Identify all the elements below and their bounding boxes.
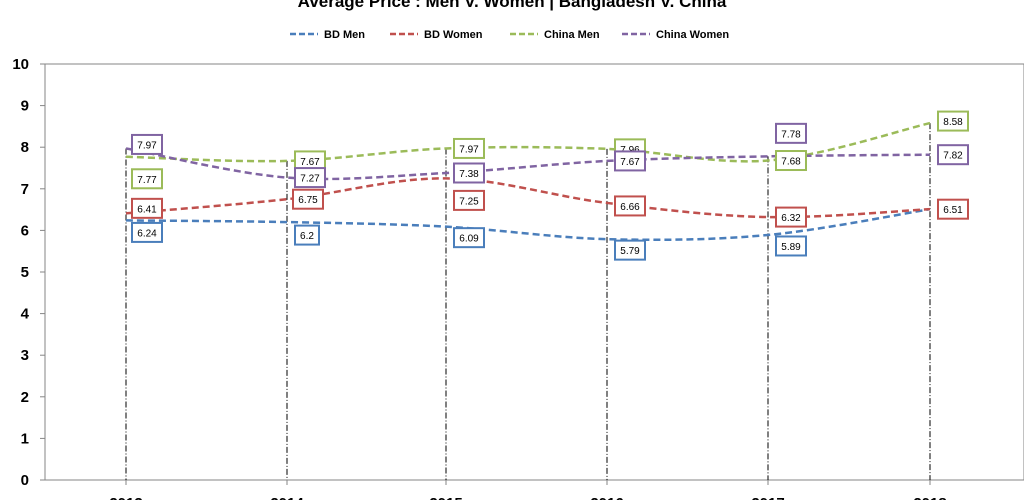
data-label: 7.38 (459, 169, 479, 180)
data-label: 7.78 (781, 129, 801, 140)
data-label: 6.24 (137, 228, 157, 239)
data-label-box (294, 224, 320, 246)
data-label: 7.97 (459, 144, 479, 155)
legend-label: China Men (544, 29, 600, 41)
data-label-box (131, 197, 163, 219)
data-labels: 6.24 6.2 6.09 5.79 5.89 6.41 6.75 7.25 6.66 6.32 6… (131, 110, 969, 261)
data-label: 7.68 (781, 157, 801, 168)
data-label-box (614, 150, 646, 172)
data-label: 6.41 (137, 204, 157, 215)
data-label: 5.89 (781, 242, 801, 253)
data-label-box (614, 195, 646, 217)
y-tick-label: 0 (21, 472, 29, 489)
data-label: 6.51 (943, 205, 963, 216)
data-label: 7.97 (137, 140, 157, 151)
chart-title: Average Price : Men V. Women | Banglades… (298, 0, 727, 11)
legend-label: BD Men (324, 29, 365, 41)
data-label-box (775, 150, 807, 172)
legend-label: BD Women (424, 29, 483, 41)
y-tick-label: 4 (21, 306, 30, 323)
x-tick-label: 2017 (751, 495, 784, 500)
y-tick-label: 2 (21, 389, 29, 406)
data-label-box (131, 133, 163, 155)
data-label: 6.66 (620, 202, 640, 213)
data-label: 7.67 (620, 157, 640, 168)
data-label: 6.2 (300, 231, 314, 242)
data-label: 7.67 (300, 157, 320, 168)
legend-label: China Women (656, 29, 729, 41)
plot-border (44, 63, 1024, 481)
series-line (125, 177, 931, 219)
data-label-box (937, 198, 969, 220)
plot-area: 0 1 2 3 4 5 6 7 8 9 10 2013 2014 2015 2016 2017 2018 (12, 56, 1024, 500)
data-label: 7.82 (943, 151, 963, 162)
y-tick-label: 10 (12, 56, 29, 73)
x-tick-label: 2015 (429, 495, 462, 500)
x-tick-label: 2016 (590, 495, 623, 500)
data-label-box (453, 227, 485, 249)
legend: BD Men BD Women China Men China Women (290, 29, 729, 41)
data-label: 6.75 (298, 195, 318, 206)
data-label-box (614, 239, 646, 261)
series-line (125, 207, 931, 242)
data-label-box (131, 168, 163, 190)
data-label-box (453, 189, 485, 211)
x-tick-label: 2013 (109, 495, 142, 500)
data-label-box (937, 144, 969, 166)
y-tick-label: 7 (21, 181, 29, 198)
data-label: 7.96 (620, 145, 640, 156)
data-label: 7.77 (137, 175, 157, 186)
data-label-box (453, 137, 485, 159)
data-label: 6.32 (781, 213, 801, 224)
data-label-box (775, 122, 807, 144)
y-tick-label: 8 (21, 139, 29, 156)
data-label-box (775, 206, 807, 228)
x-tick-label: 2018 (913, 495, 946, 500)
y-tick-label: 9 (21, 98, 29, 115)
data-label: 6.09 (459, 234, 479, 245)
data-label-box (453, 162, 485, 184)
data-label: 5.79 (620, 246, 640, 257)
data-label: 8.58 (943, 117, 963, 128)
series-lines (125, 121, 931, 242)
data-label: 7.25 (459, 196, 479, 207)
data-label-box (292, 188, 324, 210)
y-tick-label: 3 (21, 347, 29, 364)
data-label: 7.27 (300, 174, 320, 185)
y-tick-label: 1 (21, 430, 29, 447)
y-tick-label: 5 (21, 264, 29, 281)
data-label-box (131, 221, 163, 243)
y-tick-label: 6 (21, 222, 29, 239)
x-tick-label: 2014 (270, 495, 304, 500)
data-label-box (937, 110, 969, 132)
data-label-box (294, 167, 326, 189)
data-label-box (775, 235, 807, 257)
